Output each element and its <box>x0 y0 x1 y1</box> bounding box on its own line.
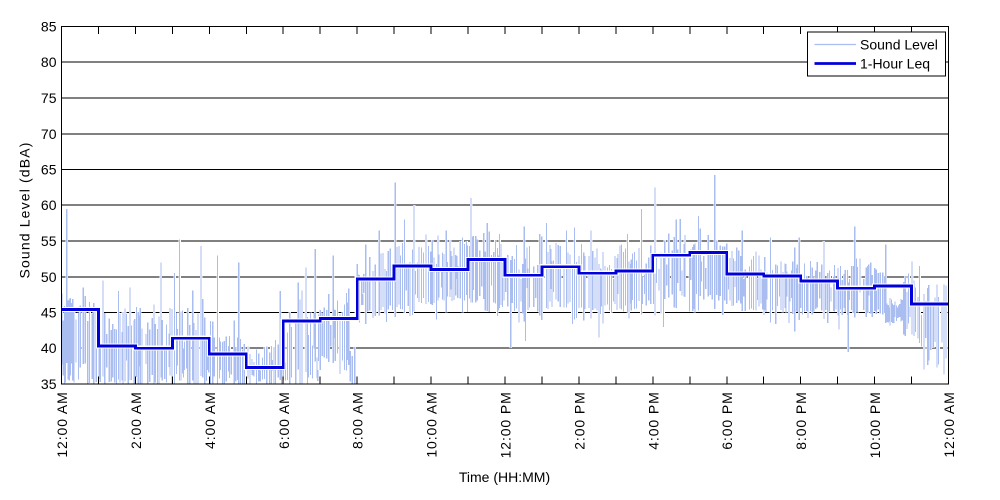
svg-text:85: 85 <box>41 19 57 35</box>
svg-text:65: 65 <box>41 162 57 178</box>
svg-text:12:00 AM: 12:00 AM <box>941 391 957 457</box>
svg-text:75: 75 <box>41 90 57 106</box>
svg-text:Sound Level (dBA): Sound Level (dBA) <box>17 141 33 278</box>
svg-text:70: 70 <box>41 126 57 142</box>
svg-text:45: 45 <box>41 305 57 321</box>
svg-text:60: 60 <box>41 197 57 213</box>
svg-text:8:00 PM: 8:00 PM <box>793 391 809 449</box>
svg-text:8:00 AM: 8:00 AM <box>350 391 366 449</box>
svg-text:12:00 PM: 12:00 PM <box>498 391 514 458</box>
svg-text:55: 55 <box>41 233 57 249</box>
svg-text:1-Hour Leq: 1-Hour Leq <box>860 56 930 72</box>
svg-text:50: 50 <box>41 269 57 285</box>
svg-text:6:00 AM: 6:00 AM <box>276 391 292 449</box>
svg-text:2:00 PM: 2:00 PM <box>571 391 587 449</box>
svg-text:35: 35 <box>41 376 57 392</box>
svg-text:2:00 AM: 2:00 AM <box>128 391 144 449</box>
svg-text:6:00 PM: 6:00 PM <box>719 391 735 449</box>
svg-text:10:00 PM: 10:00 PM <box>867 391 883 458</box>
svg-text:12:00 AM: 12:00 AM <box>54 391 70 457</box>
svg-text:10:00 AM: 10:00 AM <box>424 391 440 457</box>
svg-text:80: 80 <box>41 54 57 70</box>
svg-text:Time (HH:MM): Time (HH:MM) <box>459 469 550 485</box>
svg-text:40: 40 <box>41 340 57 356</box>
svg-text:Sound Level: Sound Level <box>860 37 938 53</box>
svg-text:4:00 AM: 4:00 AM <box>202 391 218 449</box>
svg-text:4:00 PM: 4:00 PM <box>645 391 661 449</box>
